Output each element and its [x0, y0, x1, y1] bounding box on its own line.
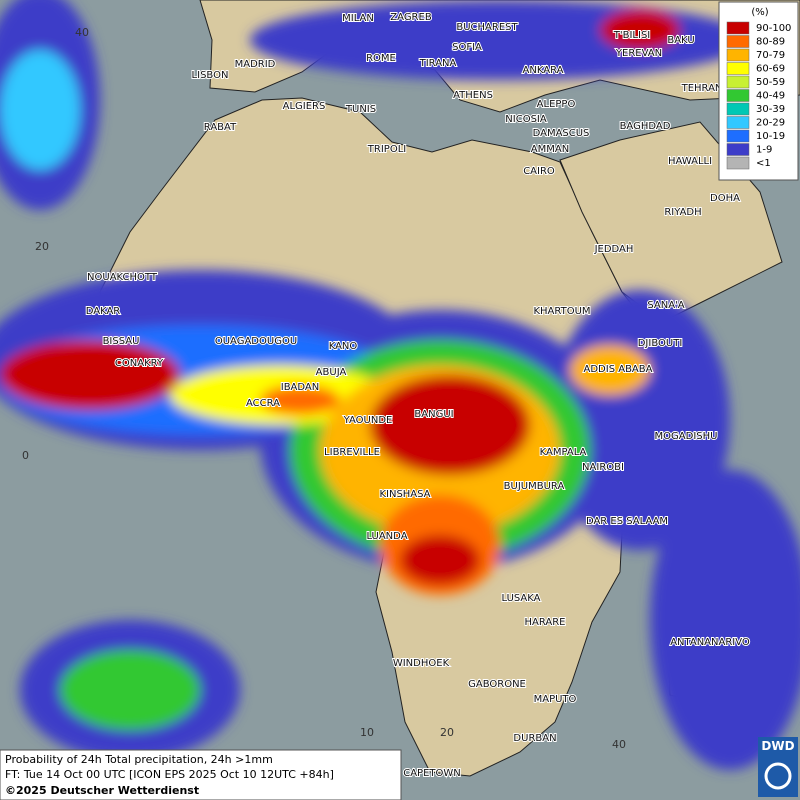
city-label: BAKU	[667, 35, 694, 46]
city-label: ALGIERS	[283, 101, 326, 112]
city-label: BUJUMBURA	[504, 481, 565, 492]
city-label: HAWALLI	[668, 156, 712, 167]
city-label: DAKAR	[86, 306, 121, 317]
legend-label: 60-69	[756, 64, 785, 75]
lon-label: 10	[360, 726, 374, 739]
city-label: CAIRO	[523, 166, 555, 177]
city-label: ABUJA	[316, 367, 347, 378]
city-label: IBADAN	[281, 382, 320, 393]
lat-label: 40	[75, 26, 89, 39]
legend-label: 30-39	[756, 104, 785, 115]
city-label: KAMPALA	[540, 447, 587, 458]
precipitation	[0, 0, 800, 770]
city-label: ALEPPO	[537, 99, 576, 110]
lon-label: 20	[440, 726, 454, 739]
city-label: JEDDAH	[594, 244, 634, 255]
city-label: DOHA	[710, 193, 740, 204]
legend-label: 1-9	[756, 145, 772, 156]
city-label: DURBAN	[513, 733, 556, 744]
city-label: CONAKRY	[115, 358, 164, 369]
city-label: ADDIS ABABA	[584, 364, 653, 375]
lat-label: 20	[35, 240, 49, 253]
legend-swatch	[726, 75, 750, 89]
footer-text: Probability of 24h Total precipitation, …	[5, 753, 273, 766]
logo-icon	[764, 762, 792, 790]
city-label: TEHRAN	[681, 83, 723, 94]
city-label: BUCHAREST	[456, 22, 518, 33]
footer-text: ©2025 Deutscher Wetterdienst	[5, 784, 199, 797]
city-label: NICOSIA	[505, 114, 547, 125]
city-label: KANO	[329, 341, 358, 352]
city-label: LISBON	[192, 70, 229, 81]
legend-swatch	[726, 116, 750, 129]
city-label: ROME	[366, 53, 396, 64]
lat-label: 0	[22, 449, 29, 462]
city-label: TRIPOLI	[367, 144, 406, 155]
city-label: BAGHDAD	[620, 121, 671, 132]
legend: (%) 90-100 80-89 70-79 60-69 50-59 40-49 30-39…	[718, 1, 799, 181]
city-label: KHARTOUM	[533, 306, 590, 317]
lon-label: 40	[612, 738, 626, 751]
city-label: ACCRA	[246, 398, 280, 409]
legend-label: 20-29	[756, 118, 785, 129]
city-label: GABORONE	[468, 679, 526, 690]
city-label: AMMAN	[531, 144, 569, 155]
legend-label: 10-19	[756, 131, 785, 142]
city-label: BISSAU	[103, 336, 140, 347]
footer-box	[0, 749, 402, 800]
city-label: RABAT	[204, 122, 237, 133]
city-label: YEREVAN	[615, 48, 662, 59]
legend-label: 40-49	[756, 91, 785, 102]
city-label: ATHENS	[453, 90, 493, 101]
legend-swatch	[726, 48, 750, 62]
logo-text: DWD	[761, 739, 794, 753]
city-label: T'BILISI	[613, 30, 650, 41]
city-label: ZAGREB	[390, 12, 432, 23]
legend-swatch	[726, 35, 750, 48]
legend-label: 70-79	[756, 50, 785, 61]
city-label: MOGADISHU	[655, 431, 718, 442]
city-label: ANKARA	[523, 65, 564, 76]
city-label: SOFIA	[452, 42, 482, 53]
city-label: ANTANANARIVO	[670, 637, 750, 648]
city-label: BANGUI	[414, 409, 453, 420]
legend-label: <1	[756, 158, 771, 169]
city-label: OUAGADOUGOU	[215, 336, 297, 347]
city-label: SANA'A	[647, 300, 684, 311]
city-label: LIBREVILLE	[324, 447, 380, 458]
legend-swatch	[726, 129, 750, 143]
legend-swatch	[726, 89, 750, 102]
city-label: TUNIS	[345, 104, 376, 115]
city-label: HARARE	[524, 617, 565, 628]
city-label: LUANDA	[366, 531, 407, 542]
legend-label: 50-59	[756, 77, 785, 88]
city-label: DAMASCUS	[533, 128, 590, 139]
legend-label: 90-100	[756, 23, 791, 34]
legend-swatch	[726, 143, 750, 156]
city-label: NOUAKCHOTT	[87, 272, 158, 283]
logo: DWD	[758, 737, 798, 797]
city-label: CAPETOWN	[403, 768, 461, 779]
legend-swatch	[726, 156, 750, 170]
city-label: MAPUTO	[534, 694, 577, 705]
city-label: DAR ES SALAAM	[586, 516, 668, 527]
city-label: MADRID	[235, 59, 276, 70]
legend-unit: (%)	[751, 7, 768, 18]
city-label: DJIBOUTI	[638, 338, 683, 349]
city-label: RIYADH	[664, 207, 701, 218]
city-label: KINSHASA	[379, 489, 430, 500]
legend-label: 80-89	[756, 37, 785, 48]
legend-swatch	[726, 21, 750, 35]
city-label: TIRANA	[419, 58, 457, 69]
city-label: YAOUNDE	[343, 415, 393, 426]
city-label: MILAN	[342, 13, 374, 24]
footer: Probability of 24h Total precipitation, …	[0, 749, 402, 800]
city-label: WINDHOEK	[393, 658, 450, 669]
city-label: NAIROBI	[582, 462, 624, 473]
legend-swatch	[726, 62, 750, 75]
legend-swatch	[726, 102, 750, 116]
footer-text: FT: Tue 14 Oct 00 UTC [ICON EPS 2025 Oct…	[5, 768, 334, 781]
city-label: LUSAKA	[502, 593, 541, 604]
